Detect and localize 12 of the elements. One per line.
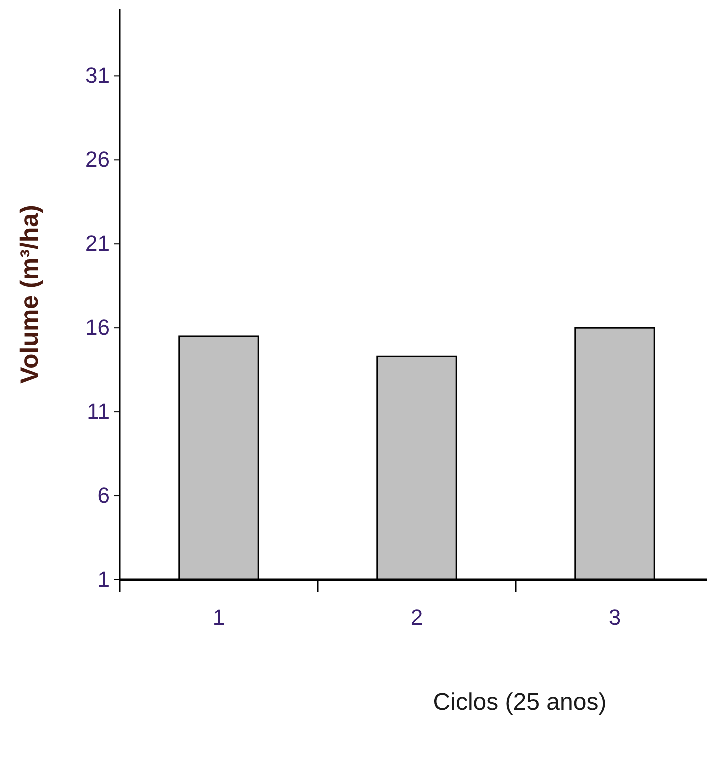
y-axis-title: Volume (m³/ha) [16,205,44,384]
y-tick-label: 6 [98,483,110,508]
y-tick-label: 16 [86,315,110,340]
x-axis-title: Ciclos (25 anos) [433,689,607,716]
x-tick-label: 2 [410,604,424,630]
y-tick-label: 26 [86,147,110,172]
y-tick-label: 31 [86,63,110,88]
x-tick-label: 3 [608,604,622,630]
x-tick-label: 1 [212,604,226,630]
y-tick-label: 1 [98,567,110,592]
y-tick-label: 11 [87,399,110,424]
y-tick-label: 21 [86,231,110,256]
